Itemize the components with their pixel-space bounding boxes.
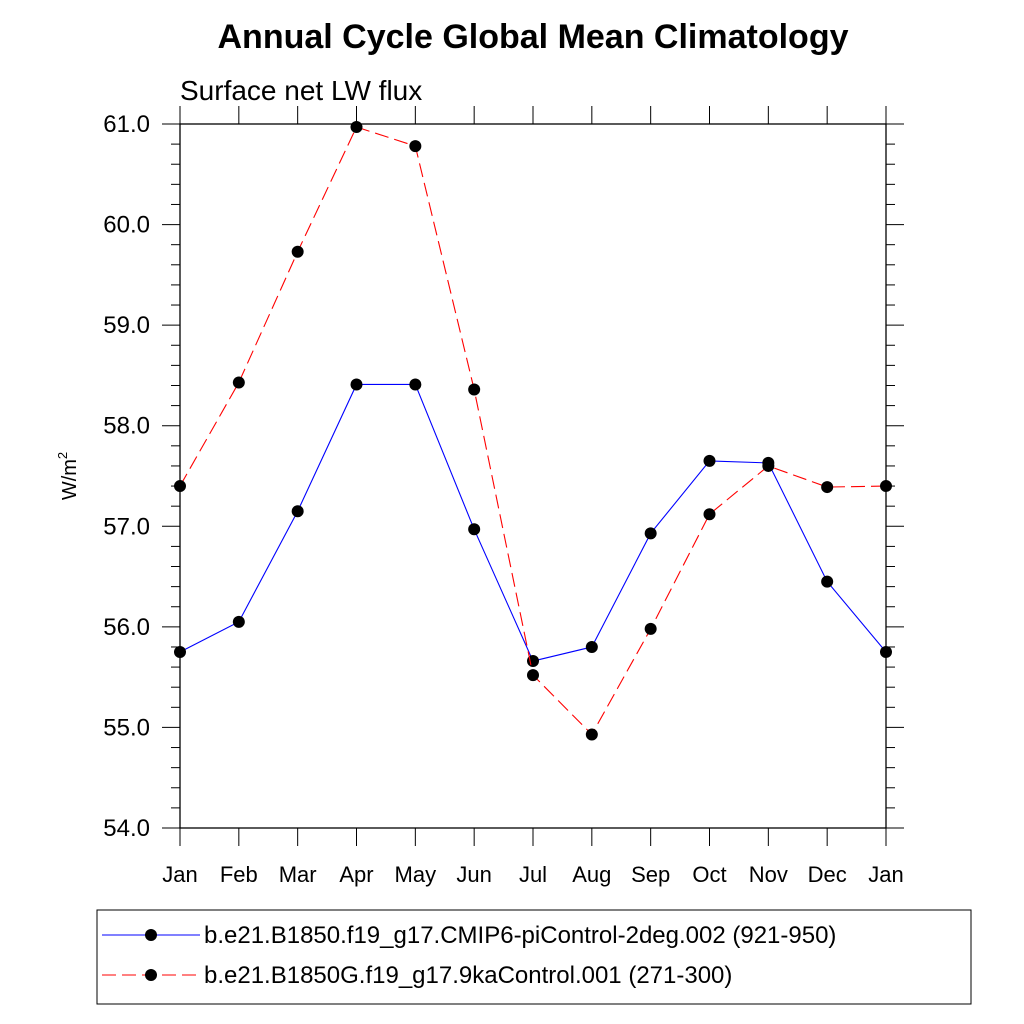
series-2-point [468, 383, 481, 396]
series-layer [174, 121, 892, 741]
series-1-point [644, 527, 657, 540]
legend-label-2: b.e21.B1850G.f19_g17.9kaControl.001 (271… [204, 962, 732, 989]
y-axis-label-superscript: 2 [55, 452, 70, 459]
x-tick-label: Feb [220, 862, 258, 887]
legend-label-1: b.e21.B1850.f19_g17.CMIP6-piControl-2deg… [204, 922, 836, 949]
chart-title: Annual Cycle Global Mean Climatology [218, 18, 849, 56]
x-tick-label: Jun [456, 862, 491, 887]
series-2-point [880, 480, 892, 493]
series-line-2 [179, 126, 887, 736]
series-1-point [350, 378, 363, 391]
y-tick-label: 58.0 [103, 413, 150, 440]
series-2-point [585, 728, 598, 741]
y-tick-label: 59.0 [103, 312, 150, 339]
legend-box [96, 909, 972, 1005]
series-2-point [644, 622, 657, 635]
series-1-point [291, 505, 304, 518]
x-tick-label: Jan [868, 862, 903, 887]
series-line-1 [179, 383, 887, 662]
series-2-point [174, 480, 186, 493]
series-2-point [821, 481, 834, 494]
series-1-point [880, 646, 892, 658]
series-1-point [703, 454, 716, 467]
y-tick-label: 54.0 [103, 815, 150, 842]
legend-marker-2 [145, 969, 157, 981]
series-2-point [232, 376, 245, 389]
chart-subtitle: Surface net LW flux [180, 75, 422, 106]
series-2-point [703, 508, 716, 521]
series-2-point [409, 140, 422, 153]
x-tick-label: Mar [279, 862, 317, 887]
y-axis-label-text: W/m [59, 459, 81, 500]
series-2-point [527, 669, 539, 682]
legend-marker-1 [145, 929, 157, 941]
series-1-point [409, 378, 422, 391]
x-tick-label: Jul [519, 862, 547, 887]
x-tick-label: Jan [162, 862, 197, 887]
series-2-point [762, 459, 775, 472]
y-tick-label: 55.0 [103, 714, 150, 741]
y-axis-label: W/m2 [55, 452, 81, 500]
series-2-point [350, 121, 363, 134]
series-1-point [585, 640, 598, 653]
legend: b.e21.B1850.f19_g17.CMIP6-piControl-2deg… [102, 922, 836, 989]
x-tick-label: Sep [631, 862, 670, 887]
y-axis-ticks: 54.0 55.0 56.0 57.0 58.0 59.0 60.0 61.0 [103, 111, 904, 842]
x-tick-label: Oct [692, 862, 726, 887]
y-tick-label: 60.0 [103, 212, 150, 239]
x-tick-label: Apr [339, 862, 373, 887]
plot-frame [179, 123, 887, 829]
series-1-point [821, 575, 834, 588]
y-tick-label: 56.0 [103, 614, 150, 641]
y-tick-label: 61.0 [103, 111, 150, 138]
x-tick-label: Aug [572, 862, 611, 887]
x-tick-label: Nov [749, 862, 788, 887]
x-axis-ticks: Jan Feb Mar Apr May Jun Jul Aug Sep Oct Nov Dec Jan [162, 106, 904, 887]
series-1-point [174, 646, 186, 658]
x-tick-label: May [395, 862, 437, 887]
series-2-point [291, 245, 304, 258]
series-1-point [232, 615, 245, 628]
x-tick-label: Dec [808, 862, 847, 887]
series-1-point [468, 523, 481, 536]
y-tick-label: 57.0 [103, 513, 150, 540]
